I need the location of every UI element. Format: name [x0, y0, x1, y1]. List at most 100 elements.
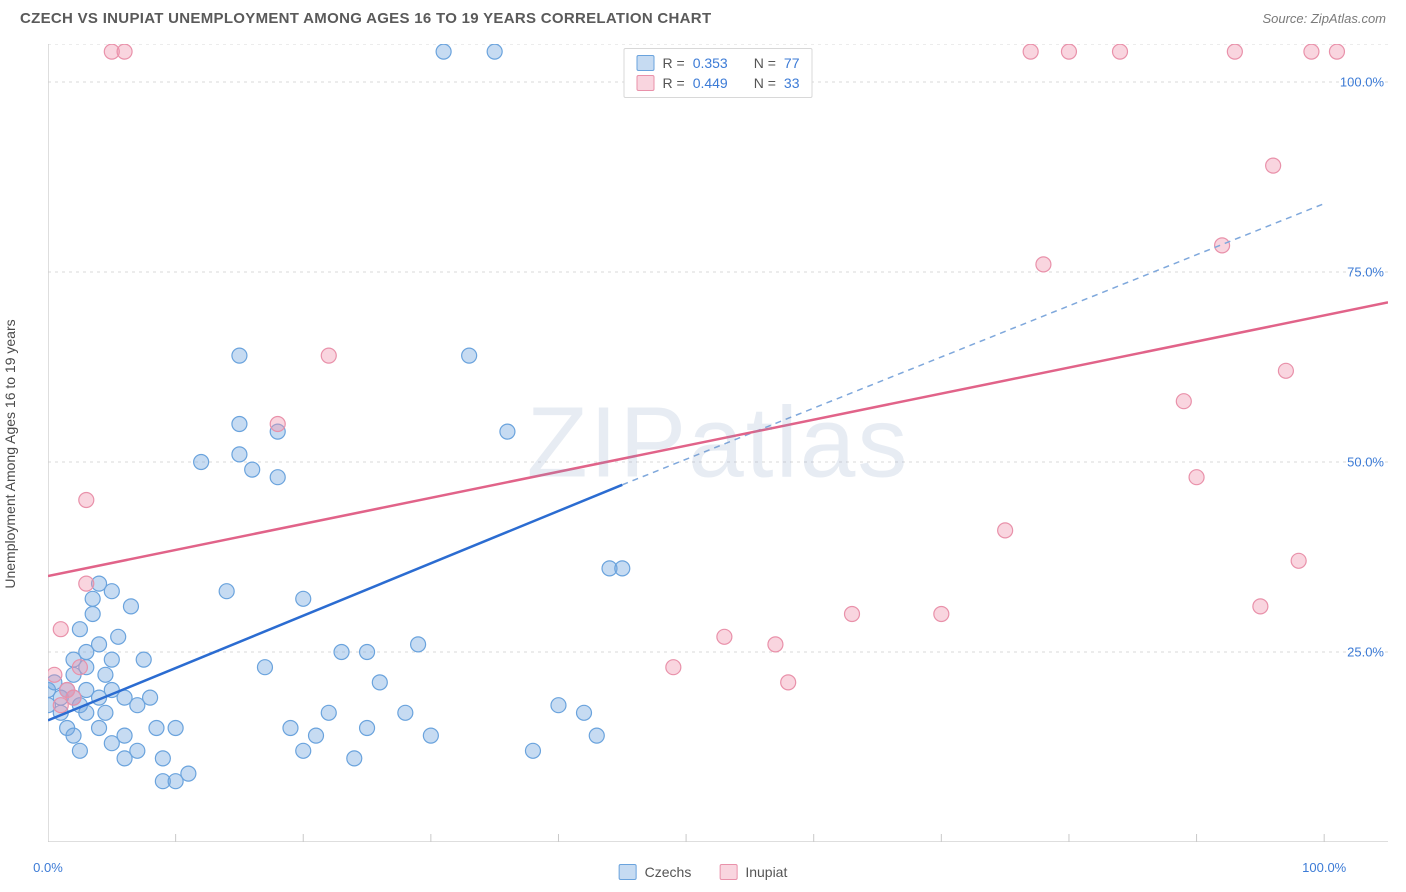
source-label: Source: ZipAtlas.com: [1262, 11, 1386, 26]
y-tick-label: 75.0%: [1347, 265, 1384, 280]
data-point: [270, 417, 285, 432]
y-tick-label: 50.0%: [1347, 455, 1384, 470]
data-point: [92, 637, 107, 652]
data-point: [321, 705, 336, 720]
data-point: [1215, 238, 1230, 253]
data-point: [436, 44, 451, 59]
data-point: [500, 424, 515, 439]
r-label: R =: [663, 55, 685, 71]
data-point: [66, 690, 81, 705]
data-point: [117, 44, 132, 59]
legend-item: Czechs: [619, 864, 692, 880]
data-point: [1189, 470, 1204, 485]
data-point: [1176, 394, 1191, 409]
data-point: [143, 690, 158, 705]
legend-statistics: R = 0.353 N = 77 R = 0.449 N = 33: [624, 48, 813, 98]
data-point: [72, 660, 87, 675]
data-point: [487, 44, 502, 59]
data-point: [551, 698, 566, 713]
y-axis-ticks: 25.0%50.0%75.0%100.0%: [1324, 44, 1384, 842]
data-point: [168, 721, 183, 736]
data-point: [1291, 553, 1306, 568]
data-point: [525, 743, 540, 758]
data-point: [98, 705, 113, 720]
data-point: [360, 645, 375, 660]
legend-item: Inupiat: [719, 864, 787, 880]
data-point: [283, 721, 298, 736]
data-point: [232, 348, 247, 363]
data-point: [398, 705, 413, 720]
data-point: [372, 675, 387, 690]
data-point: [219, 584, 234, 599]
data-point: [577, 705, 592, 720]
data-point: [72, 743, 87, 758]
y-axis-label: Unemployment Among Ages 16 to 19 years: [2, 319, 18, 588]
legend-swatch: [637, 55, 655, 71]
data-point: [123, 599, 138, 614]
data-point: [717, 629, 732, 644]
data-point: [245, 462, 260, 477]
data-point: [411, 637, 426, 652]
data-point: [360, 721, 375, 736]
data-point: [296, 743, 311, 758]
trend-line-czechs-ext: [622, 204, 1324, 485]
data-point: [1061, 44, 1076, 59]
data-point: [309, 728, 324, 743]
data-point: [1266, 158, 1281, 173]
data-point: [1253, 599, 1268, 614]
data-point: [155, 751, 170, 766]
data-point: [111, 629, 126, 644]
data-point: [998, 523, 1013, 538]
r-value: 0.449: [693, 75, 728, 91]
data-point: [79, 576, 94, 591]
legend-label: Inupiat: [745, 864, 787, 880]
data-point: [296, 591, 311, 606]
legend-swatch: [619, 864, 637, 880]
n-label: N =: [754, 55, 776, 71]
data-point: [270, 470, 285, 485]
data-point: [1023, 44, 1038, 59]
legend-swatch: [719, 864, 737, 880]
y-tick-label: 100.0%: [1340, 75, 1384, 90]
trend-line-inupiat: [48, 302, 1388, 576]
data-point: [232, 417, 247, 432]
data-point: [130, 743, 145, 758]
data-point: [934, 607, 949, 622]
data-point: [768, 637, 783, 652]
data-point: [48, 667, 62, 682]
data-point: [1113, 44, 1128, 59]
data-point: [1227, 44, 1242, 59]
data-point: [136, 652, 151, 667]
data-point: [149, 721, 164, 736]
data-point: [79, 493, 94, 508]
r-label: R =: [663, 75, 685, 91]
data-point: [98, 667, 113, 682]
data-point: [781, 675, 796, 690]
legend-swatch: [637, 75, 655, 91]
data-point: [232, 447, 247, 462]
data-point: [1278, 363, 1293, 378]
data-point: [66, 728, 81, 743]
data-point: [104, 652, 119, 667]
data-point: [257, 660, 272, 675]
data-point: [53, 622, 68, 637]
data-point: [92, 721, 107, 736]
x-tick-label: 100.0%: [1302, 860, 1346, 875]
chart-title: CZECH VS INUPIAT UNEMPLOYMENT AMONG AGES…: [20, 10, 711, 27]
legend-stat-row: R = 0.353 N = 77: [637, 53, 800, 73]
data-point: [321, 348, 336, 363]
data-point: [117, 728, 132, 743]
data-point: [666, 660, 681, 675]
data-point: [194, 455, 209, 470]
scatter-plot: [48, 44, 1388, 842]
n-value: 33: [784, 75, 800, 91]
data-point: [334, 645, 349, 660]
legend-label: Czechs: [645, 864, 692, 880]
data-point: [1304, 44, 1319, 59]
data-point: [589, 728, 604, 743]
legend-stat-row: R = 0.449 N = 33: [637, 73, 800, 93]
data-point: [845, 607, 860, 622]
data-point: [423, 728, 438, 743]
r-value: 0.353: [693, 55, 728, 71]
chart-header: CZECH VS INUPIAT UNEMPLOYMENT AMONG AGES…: [0, 0, 1406, 33]
